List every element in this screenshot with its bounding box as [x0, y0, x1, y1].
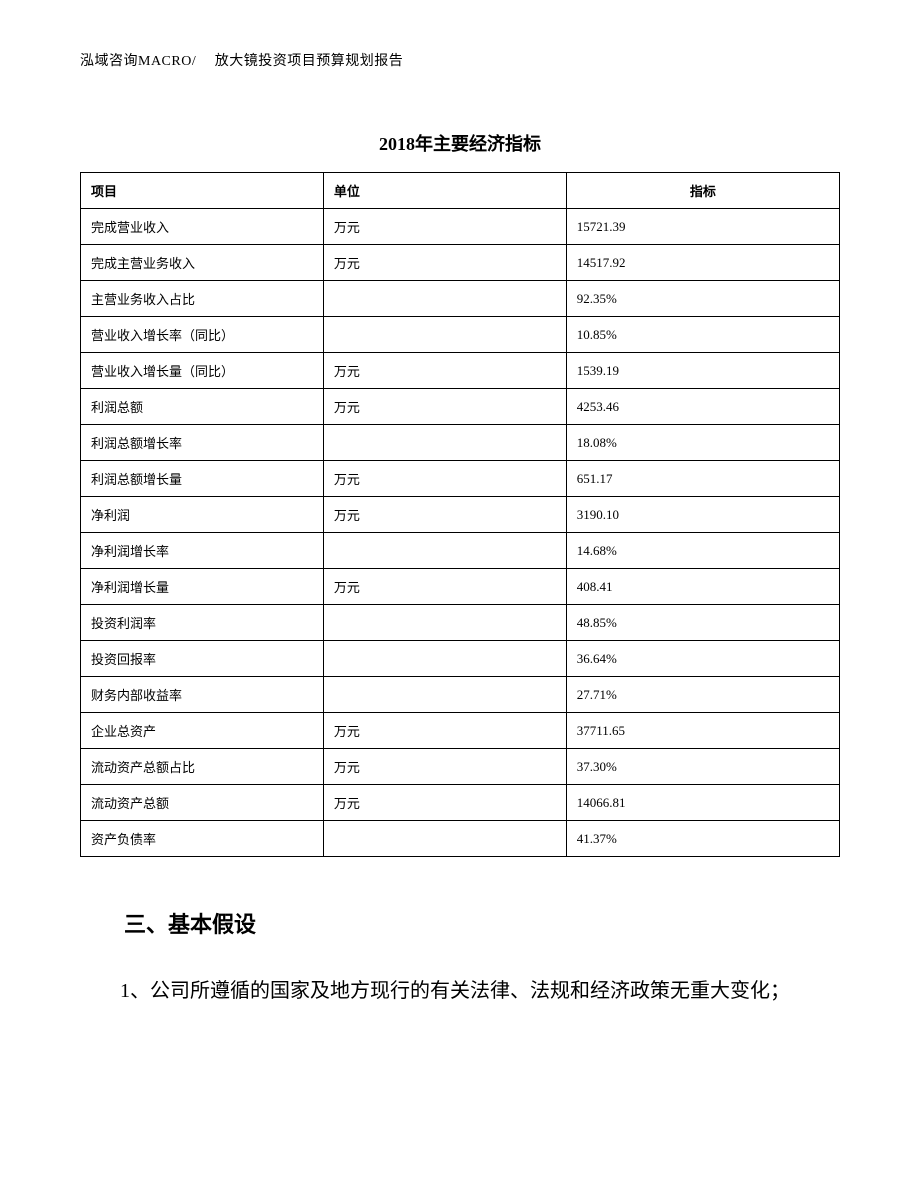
cell-indicator: 27.71%	[566, 677, 839, 713]
body-paragraph: 1、公司所遵循的国家及地方现行的有关法律、法规和经济政策无重大变化；	[80, 969, 840, 1013]
cell-indicator: 36.64%	[566, 641, 839, 677]
cell-unit	[323, 317, 566, 353]
cell-unit	[323, 425, 566, 461]
cell-project: 投资回报率	[81, 641, 324, 677]
cell-project: 营业收入增长量（同比）	[81, 353, 324, 389]
cell-indicator: 15721.39	[566, 209, 839, 245]
cell-project: 完成主营业务收入	[81, 245, 324, 281]
table-body: 完成营业收入万元15721.39 完成主营业务收入万元14517.92 主营业务…	[81, 209, 840, 857]
table-row: 财务内部收益率 27.71%	[81, 677, 840, 713]
cell-indicator: 4253.46	[566, 389, 839, 425]
table-row: 企业总资产万元37711.65	[81, 713, 840, 749]
column-header-unit: 单位	[323, 173, 566, 209]
cell-unit: 万元	[323, 749, 566, 785]
cell-project: 利润总额增长率	[81, 425, 324, 461]
cell-unit	[323, 605, 566, 641]
cell-project: 财务内部收益率	[81, 677, 324, 713]
table-row: 利润总额增长率 18.08%	[81, 425, 840, 461]
cell-project: 流动资产总额	[81, 785, 324, 821]
table-row: 利润总额万元4253.46	[81, 389, 840, 425]
table-row: 营业收入增长量（同比）万元1539.19	[81, 353, 840, 389]
column-header-indicator: 指标	[566, 173, 839, 209]
cell-indicator: 14066.81	[566, 785, 839, 821]
cell-unit: 万元	[323, 209, 566, 245]
cell-project: 资产负债率	[81, 821, 324, 857]
section-heading: 三、基本假设	[80, 907, 840, 939]
cell-project: 流动资产总额占比	[81, 749, 324, 785]
table-row: 净利润万元3190.10	[81, 497, 840, 533]
table-row: 完成主营业务收入万元14517.92	[81, 245, 840, 281]
cell-indicator: 37711.65	[566, 713, 839, 749]
cell-project: 净利润增长率	[81, 533, 324, 569]
table-row: 净利润增长量万元408.41	[81, 569, 840, 605]
table-header-row: 项目 单位 指标	[81, 173, 840, 209]
cell-unit: 万元	[323, 389, 566, 425]
table-row: 投资回报率 36.64%	[81, 641, 840, 677]
cell-unit	[323, 677, 566, 713]
cell-unit	[323, 641, 566, 677]
table-row: 完成营业收入万元15721.39	[81, 209, 840, 245]
cell-indicator: 1539.19	[566, 353, 839, 389]
table-row: 流动资产总额万元14066.81	[81, 785, 840, 821]
cell-unit: 万元	[323, 497, 566, 533]
cell-indicator: 37.30%	[566, 749, 839, 785]
table-row: 资产负债率 41.37%	[81, 821, 840, 857]
cell-project: 企业总资产	[81, 713, 324, 749]
cell-project: 主营业务收入占比	[81, 281, 324, 317]
cell-project: 完成营业收入	[81, 209, 324, 245]
cell-unit	[323, 533, 566, 569]
cell-indicator: 651.17	[566, 461, 839, 497]
cell-indicator: 408.41	[566, 569, 839, 605]
column-header-project: 项目	[81, 173, 324, 209]
cell-unit	[323, 821, 566, 857]
table-row: 净利润增长率 14.68%	[81, 533, 840, 569]
cell-unit: 万元	[323, 713, 566, 749]
page-header: 泓域咨询MACRO/ 放大镜投资项目预算规划报告	[80, 50, 840, 70]
table-row: 利润总额增长量万元651.17	[81, 461, 840, 497]
table-title: 2018年主要经济指标	[80, 130, 840, 156]
cell-project: 利润总额增长量	[81, 461, 324, 497]
cell-indicator: 10.85%	[566, 317, 839, 353]
cell-project: 营业收入增长率（同比）	[81, 317, 324, 353]
cell-indicator: 18.08%	[566, 425, 839, 461]
cell-unit: 万元	[323, 785, 566, 821]
cell-indicator: 14.68%	[566, 533, 839, 569]
cell-unit	[323, 281, 566, 317]
cell-project: 净利润增长量	[81, 569, 324, 605]
cell-unit: 万元	[323, 353, 566, 389]
cell-indicator: 48.85%	[566, 605, 839, 641]
economic-indicators-table: 项目 单位 指标 完成营业收入万元15721.39 完成主营业务收入万元1451…	[80, 172, 840, 857]
cell-indicator: 41.37%	[566, 821, 839, 857]
cell-project: 投资利润率	[81, 605, 324, 641]
cell-project: 利润总额	[81, 389, 324, 425]
cell-unit: 万元	[323, 461, 566, 497]
table-row: 投资利润率 48.85%	[81, 605, 840, 641]
cell-indicator: 3190.10	[566, 497, 839, 533]
cell-unit: 万元	[323, 245, 566, 281]
cell-indicator: 92.35%	[566, 281, 839, 317]
cell-project: 净利润	[81, 497, 324, 533]
cell-indicator: 14517.92	[566, 245, 839, 281]
table-row: 主营业务收入占比 92.35%	[81, 281, 840, 317]
table-row: 营业收入增长率（同比） 10.85%	[81, 317, 840, 353]
table-row: 流动资产总额占比万元37.30%	[81, 749, 840, 785]
cell-unit: 万元	[323, 569, 566, 605]
